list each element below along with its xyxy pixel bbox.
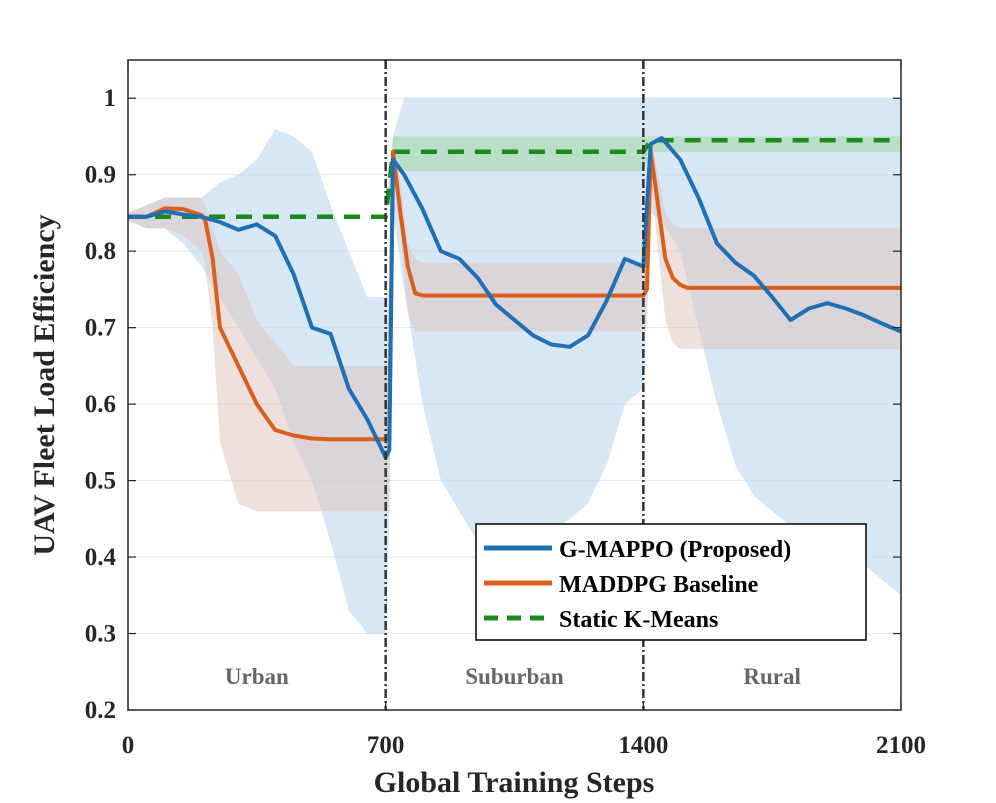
legend: G-MAPPO (Proposed) MADDPG Baseline Stati…	[475, 523, 867, 641]
band-maddpg	[128, 136, 901, 512]
legend-label-kmeans: Static K-Means	[559, 607, 718, 633]
y-tick-label: 0.5	[85, 468, 116, 495]
y-tick-label: 0.9	[85, 162, 116, 189]
y-tick-label: 0.6	[85, 391, 116, 418]
phase-boundaries	[384, 60, 645, 710]
x-tick-label: 2100	[876, 732, 926, 759]
y-tick-label: 0.2	[85, 697, 116, 724]
plot-frame	[127, 59, 902, 711]
x-tick-label: 1400	[618, 732, 668, 759]
legend-label-maddpg: MADDPG Baseline	[559, 572, 759, 598]
y-axis-label: UAV Fleet Load Efficiency	[28, 214, 61, 555]
line-kmeans	[128, 138, 901, 220]
legend-label-gmappo: G-MAPPO (Proposed)	[559, 537, 791, 563]
y-tick-label: 0.7	[85, 315, 116, 342]
y-tick-label: 1	[104, 85, 117, 112]
line-gmappo	[128, 136, 902, 460]
series-lines	[128, 136, 902, 460]
y-tick-label: 0.4	[85, 544, 117, 571]
phase-label: Suburban	[465, 664, 564, 689]
axis-ticks: 0.2 0.3 0.4 0.5 0.6 0.7 0.8 0.9 1 0 700 1400 2100	[85, 60, 926, 759]
y-tick-label: 0.3	[85, 621, 116, 648]
x-tick-label: 0	[122, 732, 135, 759]
phase-labels: Urban Suburban Rural	[225, 664, 801, 689]
x-tick-label: 700	[367, 732, 405, 759]
y-tick-label: 0.8	[85, 238, 116, 265]
phase-label: Urban	[225, 664, 289, 689]
line-maddpg	[128, 149, 901, 442]
x-axis-label: Global Training Steps	[374, 766, 655, 799]
phase-label: Rural	[743, 664, 801, 689]
